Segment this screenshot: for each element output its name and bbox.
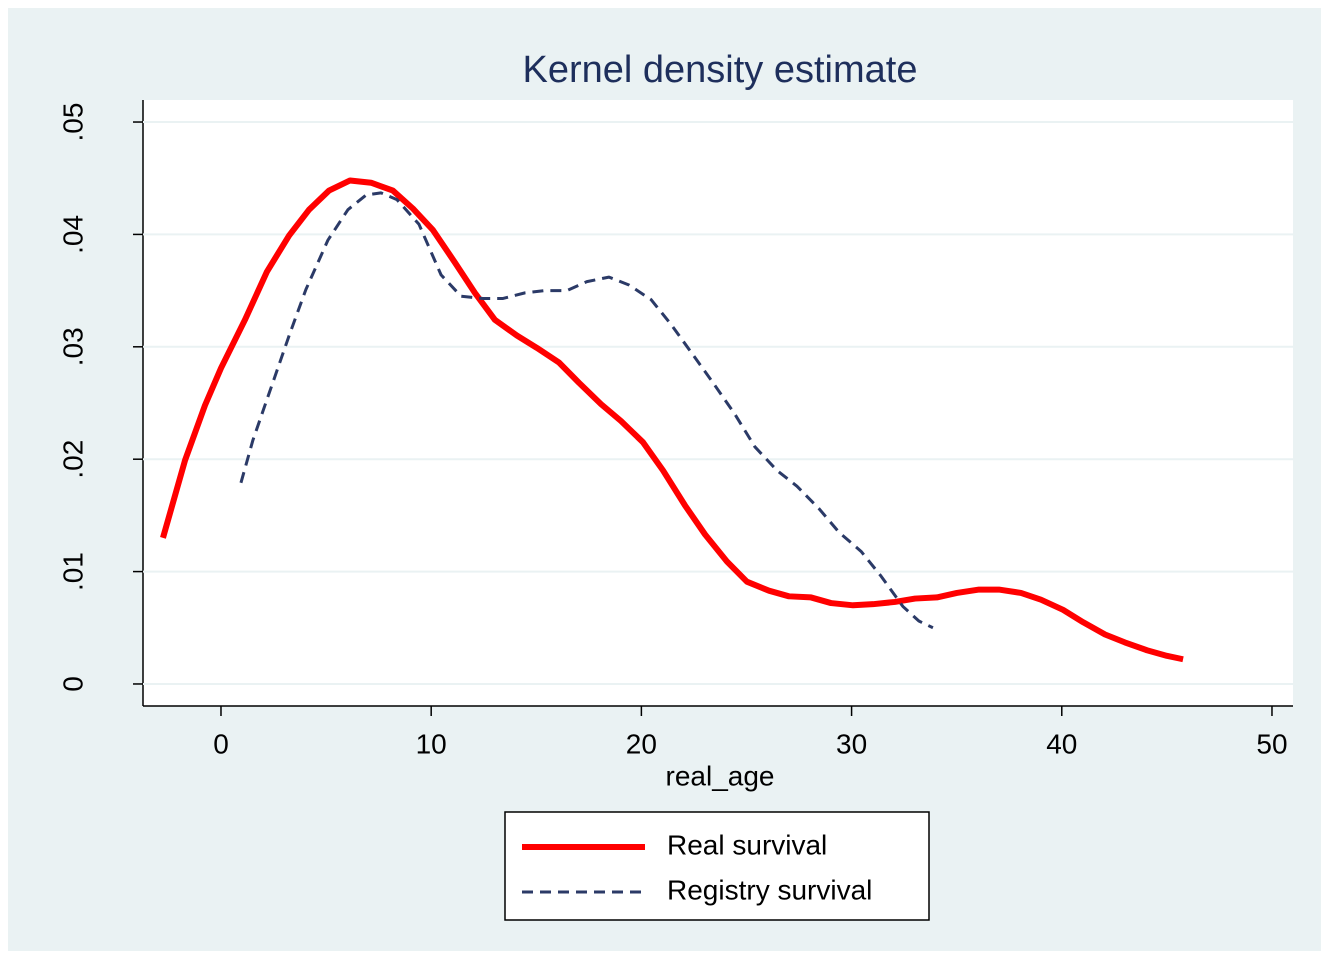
density-line [239,191,934,630]
x-tick-label: 30 [836,728,867,759]
x-tick-label: 10 [416,728,447,759]
y-tick-label: 0 [57,676,88,692]
legend-label: Registry survival [667,874,872,905]
chart-title: Kernel density estimate [523,49,918,91]
x-tick-label: 50 [1256,728,1287,759]
y-tick-label: .01 [57,552,88,591]
y-tick-label: .03 [57,327,88,366]
y-tick-label: .05 [57,103,88,142]
x-tick-label: 20 [626,728,657,759]
y-tick-label: .02 [57,440,88,479]
x-tick-label: 0 [213,728,229,759]
y-tick-label: .04 [57,215,88,254]
x-tick-label: 40 [1046,728,1077,759]
legend-label: Real survival [667,829,827,860]
density-line [160,177,1184,663]
legend [504,811,930,921]
plot-region [143,100,1293,706]
x-axis-label: real_age [666,760,775,791]
